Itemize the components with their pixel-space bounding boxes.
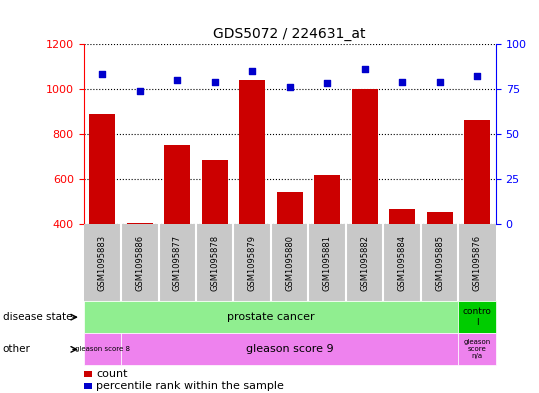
Text: gleason
score
n/a: gleason score n/a — [464, 340, 491, 359]
Text: GSM1095886: GSM1095886 — [135, 235, 144, 291]
Text: GSM1095876: GSM1095876 — [473, 235, 482, 291]
Point — [98, 71, 107, 77]
Bar — [239, 80, 265, 224]
Point — [473, 73, 481, 79]
Bar — [84, 383, 92, 389]
Text: GSM1095885: GSM1095885 — [435, 235, 444, 291]
Bar — [389, 209, 415, 224]
Title: GDS5072 / 224631_at: GDS5072 / 224631_at — [213, 27, 366, 41]
Point — [135, 88, 144, 94]
Point — [323, 80, 331, 86]
Point — [361, 66, 369, 72]
Text: count: count — [96, 369, 128, 379]
Bar — [84, 371, 92, 377]
Text: GSM1095880: GSM1095880 — [285, 235, 294, 291]
Text: disease state: disease state — [3, 312, 72, 322]
Bar — [277, 192, 303, 224]
Bar — [121, 333, 458, 365]
Text: contro
l: contro l — [462, 307, 492, 327]
Point — [248, 68, 257, 74]
Bar — [458, 301, 496, 333]
Point — [210, 79, 219, 85]
Text: GSM1095883: GSM1095883 — [98, 235, 107, 291]
Bar — [314, 174, 340, 224]
Text: percentile rank within the sample: percentile rank within the sample — [96, 381, 285, 391]
Bar — [89, 114, 115, 224]
Bar — [202, 160, 228, 224]
Point — [173, 77, 182, 83]
Text: GSM1095882: GSM1095882 — [360, 235, 369, 291]
Bar — [84, 333, 121, 365]
Bar — [164, 145, 190, 224]
Text: gleason score 9: gleason score 9 — [246, 344, 334, 354]
Text: gleason score 8: gleason score 8 — [75, 346, 130, 353]
Point — [286, 84, 294, 90]
Bar — [127, 223, 153, 224]
Bar — [464, 120, 490, 224]
Point — [398, 79, 406, 85]
Text: GSM1095881: GSM1095881 — [323, 235, 331, 291]
Bar — [84, 301, 458, 333]
Bar — [351, 89, 378, 224]
Text: other: other — [3, 344, 31, 354]
Bar — [84, 224, 496, 301]
Bar — [458, 333, 496, 365]
Text: prostate cancer: prostate cancer — [227, 312, 315, 322]
Bar — [426, 212, 453, 224]
Text: GSM1095879: GSM1095879 — [248, 235, 257, 291]
Text: GSM1095878: GSM1095878 — [210, 235, 219, 291]
Text: GSM1095884: GSM1095884 — [398, 235, 406, 291]
Text: GSM1095877: GSM1095877 — [173, 235, 182, 291]
Point — [436, 79, 444, 85]
